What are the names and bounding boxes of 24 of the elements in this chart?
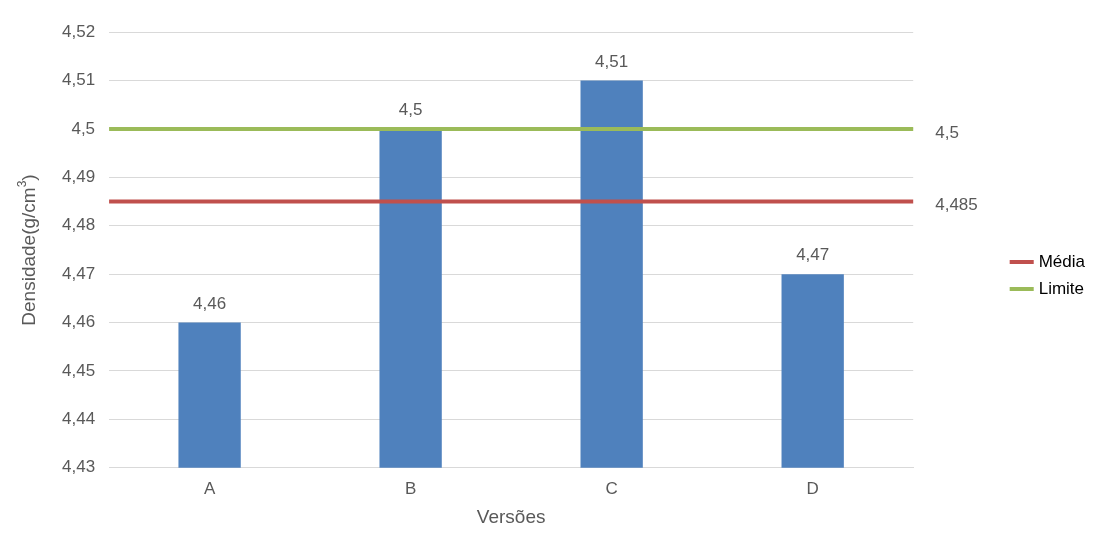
x-tick-label: C bbox=[605, 478, 618, 498]
data-label: 4,5 bbox=[398, 100, 423, 120]
y-tick-label: 4,51 bbox=[61, 70, 96, 90]
y-tick-label: 4,46 bbox=[61, 312, 96, 332]
x-tick-label: D bbox=[806, 478, 819, 498]
x-tick-label: A bbox=[203, 478, 216, 498]
y-tick-label: 4,5 bbox=[71, 118, 96, 138]
y-tick-label: 4,49 bbox=[61, 167, 96, 187]
y-tick-label: 4,45 bbox=[61, 360, 96, 380]
x-axis-title: Versões bbox=[476, 505, 546, 527]
y-tick-label: 4,48 bbox=[61, 215, 96, 235]
y-axis-title: Densidade(g/cm3) bbox=[15, 174, 40, 326]
data-label: 4,46 bbox=[193, 293, 227, 313]
y-tick-label: 4,44 bbox=[61, 409, 96, 429]
y-tick-label: 4,43 bbox=[61, 457, 96, 477]
x-tick-label: B bbox=[404, 478, 417, 498]
text: 4,485 bbox=[935, 195, 978, 215]
text: 4,5 bbox=[935, 122, 959, 142]
y-tick-label: 4,47 bbox=[61, 263, 96, 283]
y-tick-label: 4,52 bbox=[61, 21, 96, 41]
data-label: 4,47 bbox=[796, 245, 830, 265]
data-label: 4,51 bbox=[595, 51, 629, 71]
legend-label: Limite bbox=[1038, 278, 1085, 298]
legend-label: Média bbox=[1038, 251, 1086, 271]
